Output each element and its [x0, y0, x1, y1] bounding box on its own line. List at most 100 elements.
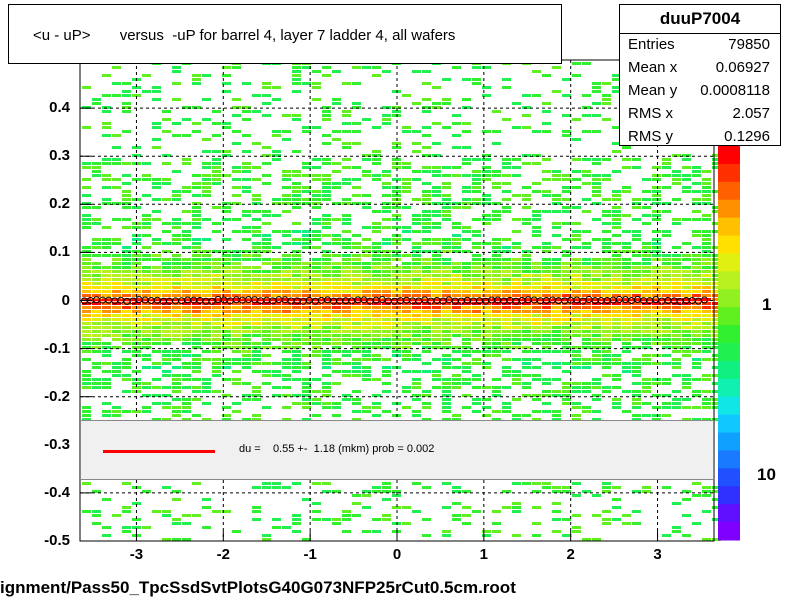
palette-swatch — [718, 325, 740, 344]
heatmap-cell — [552, 290, 561, 293]
heatmap-cell — [632, 326, 641, 329]
heatmap-cell — [162, 394, 171, 397]
heatmap-cell — [712, 254, 721, 257]
y-tick-label: 0.3 — [49, 147, 70, 165]
heatmap-cell — [522, 106, 531, 109]
heatmap-cell — [622, 302, 631, 305]
heatmap-cell — [622, 330, 631, 333]
heatmap-cell — [82, 418, 91, 421]
heatmap-cell — [142, 258, 151, 261]
heatmap-cell — [682, 382, 691, 385]
heatmap-cell — [322, 162, 331, 165]
heatmap-cell — [182, 274, 191, 277]
heatmap-cell — [172, 82, 181, 85]
heatmap-cell — [152, 286, 161, 289]
heatmap-cell — [372, 258, 381, 261]
heatmap-cell — [262, 330, 271, 333]
heatmap-cell — [312, 318, 321, 321]
heatmap-cell — [262, 242, 271, 245]
heatmap-cell — [652, 322, 661, 325]
heatmap-cell — [542, 242, 551, 245]
heatmap-cell — [542, 330, 551, 333]
heatmap-cell — [82, 254, 91, 257]
heatmap-cell — [452, 146, 461, 149]
heatmap-cell — [222, 66, 231, 69]
heatmap-cell — [522, 382, 531, 385]
heatmap-cell — [432, 342, 441, 345]
heatmap-cell — [362, 154, 371, 157]
profile-point — [700, 296, 708, 304]
heatmap-cell — [472, 262, 481, 265]
heatmap-cell — [542, 390, 551, 393]
heatmap-cell — [92, 242, 101, 245]
heatmap-cell — [692, 358, 701, 361]
heatmap-cell — [172, 190, 181, 193]
heatmap-cell — [522, 302, 531, 305]
heatmap-cell — [352, 102, 361, 105]
heatmap-cell — [162, 250, 171, 253]
heatmap-cell — [642, 346, 651, 349]
heatmap-cell — [622, 390, 631, 393]
heatmap-cell — [102, 270, 111, 273]
heatmap-cell — [202, 402, 211, 405]
heatmap-cell — [192, 482, 201, 485]
heatmap-cell — [152, 270, 161, 273]
heatmap-cell — [322, 490, 331, 493]
heatmap-cell — [332, 310, 341, 313]
heatmap-cell — [282, 362, 291, 365]
heatmap-cell — [342, 230, 351, 233]
heatmap-cell — [172, 366, 181, 369]
heatmap-cell — [102, 174, 111, 177]
heatmap-cell — [222, 294, 231, 297]
heatmap-cell — [222, 418, 231, 421]
heatmap-cell — [142, 282, 151, 285]
heatmap-cell — [272, 282, 281, 285]
heatmap-cell — [232, 166, 241, 169]
heatmap-cell — [322, 290, 331, 293]
heatmap-cell — [432, 278, 441, 281]
heatmap-cell — [682, 498, 691, 501]
heatmap-cell — [472, 246, 481, 249]
heatmap-cell — [172, 338, 181, 341]
heatmap-cell — [232, 362, 241, 365]
heatmap-cell — [672, 282, 681, 285]
heatmap-cell — [482, 346, 491, 349]
heatmap-cell — [412, 322, 421, 325]
heatmap-cell — [162, 302, 171, 305]
heatmap-cell — [582, 106, 591, 109]
heatmap-cell — [142, 314, 151, 317]
heatmap-cell — [472, 402, 481, 405]
heatmap-cell — [602, 490, 611, 493]
heatmap-cell — [462, 238, 471, 241]
heatmap-cell — [512, 262, 521, 265]
heatmap-cell — [542, 258, 551, 261]
heatmap-cell — [212, 278, 221, 281]
heatmap-cell — [162, 486, 171, 489]
heatmap-cell — [532, 290, 541, 293]
heatmap-cell — [592, 270, 601, 273]
heatmap-cell — [632, 158, 641, 161]
heatmap-cell — [392, 194, 401, 197]
heatmap-cell — [472, 362, 481, 365]
heatmap-cell — [312, 258, 321, 261]
heatmap-cell — [442, 258, 451, 261]
heatmap-cell — [552, 90, 561, 93]
heatmap-cell — [122, 390, 131, 393]
heatmap-cell — [212, 258, 221, 261]
heatmap-cell — [542, 270, 551, 273]
heatmap-cell — [262, 326, 271, 329]
heatmap-cell — [582, 314, 591, 317]
heatmap-cell — [382, 486, 391, 489]
heatmap-cell — [292, 78, 301, 81]
heatmap-cell — [712, 222, 721, 225]
heatmap-cell — [422, 390, 431, 393]
heatmap-cell — [652, 190, 661, 193]
heatmap-cell — [602, 330, 611, 333]
heatmap-cell — [672, 402, 681, 405]
heatmap-cell — [312, 206, 321, 209]
heatmap-cell — [482, 170, 491, 173]
heatmap-cell — [582, 158, 591, 161]
heatmap-cell — [482, 274, 491, 277]
heatmap-cell — [482, 318, 491, 321]
heatmap-cell — [402, 294, 411, 297]
